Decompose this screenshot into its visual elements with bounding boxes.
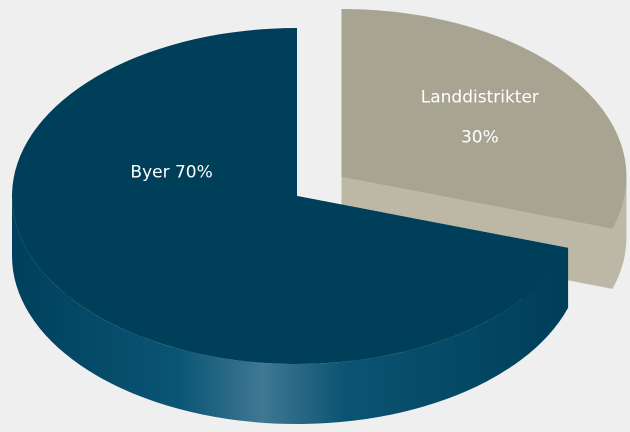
value-label: 70%: [175, 162, 213, 182]
slice-label: Byer 70%: [130, 162, 212, 182]
slice-side: [12, 196, 569, 424]
category-label: Landdistrikter: [421, 88, 539, 108]
slice: [12, 28, 569, 364]
value-label: 30%: [461, 128, 499, 148]
slice-side: [612, 176, 627, 289]
category-label: Byer: [130, 162, 169, 182]
slice: [341, 8, 627, 229]
